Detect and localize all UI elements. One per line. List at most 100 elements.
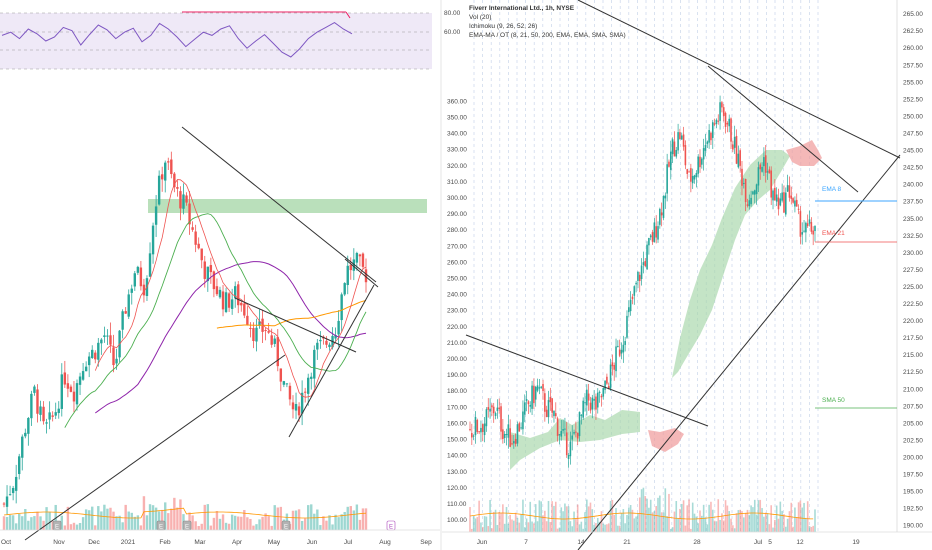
candle-body: [786, 185, 789, 192]
volume-bar: [724, 500, 727, 532]
volume-bar: [121, 522, 124, 530]
candle-body: [520, 427, 522, 429]
candle-body: [593, 398, 595, 401]
volume-bar: [87, 510, 91, 530]
volume-bar: [267, 516, 270, 530]
volume-bar: [103, 504, 106, 530]
price-label-left: 230.00: [447, 308, 467, 315]
candle-body: [485, 409, 488, 427]
candle-body: [536, 385, 539, 391]
volume-bar: [797, 502, 800, 532]
volume-bar: [478, 500, 480, 532]
price-label-right: 222.50: [903, 301, 923, 308]
volume-bar: [606, 524, 608, 532]
volume-bar: [551, 501, 553, 532]
candle-body: [757, 167, 760, 186]
volume-bar: [30, 517, 33, 530]
candle-body: [801, 232, 804, 235]
volume-bar: [664, 488, 667, 532]
candle-body: [790, 195, 793, 199]
volume-bar: [715, 521, 718, 532]
volume-bar: [547, 500, 550, 532]
price-label-right: 217.50: [903, 335, 923, 342]
price-label-left: 280.00: [447, 227, 467, 234]
volume-bar: [349, 506, 352, 530]
price-label-right: 207.50: [903, 403, 923, 410]
candle-body: [94, 352, 97, 360]
volume-bar: [115, 516, 118, 530]
volume-bar: [164, 502, 167, 530]
volume-bar: [697, 523, 699, 532]
candle-body: [303, 391, 307, 393]
candle-body: [779, 198, 782, 206]
candle-body: [2, 503, 6, 505]
volume-bar: [483, 516, 486, 532]
volume-bar: [582, 528, 584, 532]
candle-body: [795, 199, 798, 207]
price-label-right: 262.50: [903, 28, 923, 35]
price-label-right: 210.00: [903, 386, 923, 393]
rsi-label-80: 80.00: [444, 10, 461, 17]
candle-body: [799, 211, 802, 237]
price-label-left: 120.00: [447, 485, 467, 492]
candle-body: [500, 406, 502, 432]
candle-body: [151, 225, 155, 255]
candle-body: [662, 195, 665, 218]
candle-body: [775, 194, 778, 202]
volume-bar: [593, 524, 595, 532]
candle-body: [487, 407, 490, 410]
candle-body: [545, 409, 548, 418]
volume-bar: [533, 523, 535, 532]
candle-body: [615, 346, 617, 372]
volume-bar: [39, 516, 42, 530]
candle-body: [617, 345, 619, 347]
candle-body: [51, 415, 54, 417]
volume-bar: [94, 525, 97, 530]
volume-bar: [591, 509, 594, 532]
volume-bar: [657, 497, 659, 532]
volume-bar: [522, 499, 524, 532]
price-label-left: 260.00: [447, 259, 467, 266]
candle-body: [777, 197, 780, 210]
volume-bar: [812, 525, 814, 532]
candle-body: [264, 330, 267, 332]
candle-body: [516, 424, 519, 444]
candle-body: [690, 168, 692, 182]
volume-bar: [2, 516, 6, 530]
candle-body: [252, 328, 255, 342]
earnings-marker-label: E: [185, 525, 189, 531]
candle-body: [154, 206, 158, 225]
candle-body: [267, 331, 270, 333]
volume-bar: [668, 493, 670, 532]
volume-bar: [786, 518, 789, 532]
volume-bar: [743, 517, 745, 532]
x-axis-tick-label: 5: [768, 539, 772, 546]
candle-body: [732, 144, 734, 150]
candle-body: [644, 260, 647, 267]
volume-bar: [167, 513, 170, 530]
price-label-right: 255.00: [903, 79, 923, 86]
candle-body: [651, 232, 654, 242]
candle-body: [752, 191, 754, 195]
x-axis-tick-label: 12: [796, 539, 804, 546]
volume-bar: [139, 525, 143, 530]
candle-body: [127, 294, 130, 317]
volume-bar: [766, 513, 769, 532]
candle-body: [713, 123, 716, 125]
volume-bar: [255, 524, 258, 530]
volume-bar: [502, 504, 504, 532]
price-label-right: 195.00: [903, 489, 923, 496]
volume-bar: [655, 505, 657, 532]
candle-body: [573, 432, 575, 434]
candle-body: [547, 400, 550, 418]
volume-bar: [794, 507, 796, 532]
candle-body: [472, 435, 475, 437]
candle-body: [507, 424, 510, 438]
candle-body: [84, 366, 88, 372]
volume-bar: [691, 502, 694, 532]
volume-bar: [346, 506, 349, 530]
volume-bar: [130, 512, 133, 530]
candle-body: [121, 311, 124, 330]
price-label-left: 190.00: [447, 372, 467, 379]
candle-body: [688, 171, 690, 173]
